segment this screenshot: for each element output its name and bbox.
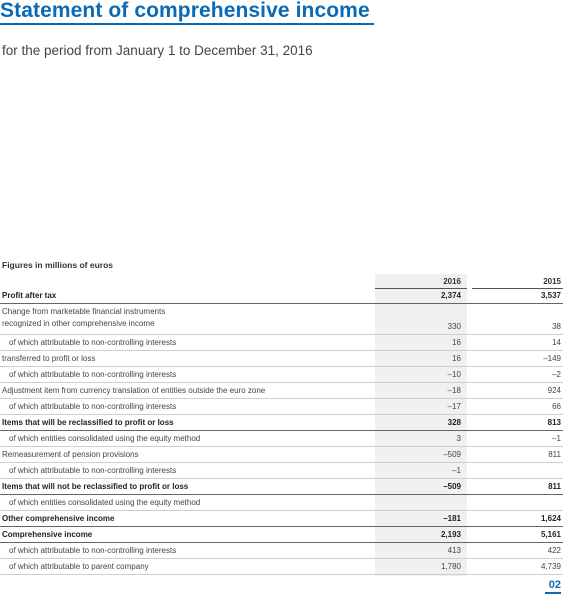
value-2015: 38: [552, 322, 561, 331]
table-row: of which attributable to non-controlling…: [0, 543, 563, 559]
page-title: Statement of comprehensive income: [0, 0, 370, 22]
table-row: Comprehensive income 2,193 5,161: [0, 527, 563, 543]
value-2015: 811: [548, 482, 561, 491]
value-2016: –1: [452, 466, 461, 475]
row-label: Remeasurement of pension provisions: [2, 450, 139, 459]
page-subtitle: for the period from January 1 to Decembe…: [2, 43, 313, 58]
row-label: Adjustment item from currency translatio…: [2, 386, 266, 395]
year-header-row: 2016 2015: [0, 274, 563, 289]
year-2015-header: 2015: [543, 277, 561, 286]
table-row: Adjustment item from currency translatio…: [0, 383, 563, 399]
table-row: Change from marketable financial instrum…: [0, 304, 563, 335]
table-row: Profit after tax 2,374 3,537: [0, 288, 563, 304]
table-row: Items that will be reclassified to profi…: [0, 415, 563, 431]
row-label: Change from marketable financial instrum…: [2, 307, 166, 328]
table-row: Items that will not be reclassified to p…: [0, 479, 563, 495]
row-label: transferred to profit or loss: [2, 354, 96, 363]
table-row: of which attributable to non-controlling…: [0, 463, 563, 479]
value-2016: –509: [443, 482, 461, 491]
table-row: of which entities consolidated using the…: [0, 431, 563, 447]
title-block: Statement of comprehensive income: [0, 0, 374, 25]
row-label: of which attributable to non-controlling…: [9, 338, 177, 347]
value-2016: 328: [447, 418, 461, 427]
value-2016: 16: [452, 354, 461, 363]
value-2015: 66: [552, 402, 561, 411]
year-rule-2015: [472, 288, 563, 289]
row-label: of which attributable to non-controlling…: [9, 546, 177, 555]
value-2016: –10: [447, 370, 461, 379]
income-table: 2016 2015 Profit after tax 2,374 3,537 Chan…: [0, 274, 563, 576]
year-2016-header: 2016: [443, 277, 461, 286]
row-label: of which attributable to non-controlling…: [9, 370, 177, 379]
value-2016: –181: [443, 514, 461, 523]
table-row: transferred to profit or loss 16 –149: [0, 351, 563, 367]
table-row: Other comprehensive income –181 1,624: [0, 511, 563, 527]
value-2015: –2: [552, 370, 561, 379]
value-2016: 330: [447, 322, 461, 331]
table-row: of which attributable to non-controlling…: [0, 399, 563, 415]
table-row: of which attributable to parent company 1…: [0, 559, 563, 575]
row-label: of which attributable to non-controlling…: [9, 402, 177, 411]
value-2016: 3: [456, 434, 461, 443]
row-label: of which entities consolidated using the…: [9, 434, 201, 443]
row-label: of which attributable to non-controlling…: [9, 466, 177, 475]
table-row: of which attributable to non-controlling…: [0, 367, 563, 383]
value-2016: 2,374: [440, 291, 461, 300]
value-2015: 813: [547, 418, 561, 427]
value-2016: 413: [447, 546, 461, 555]
value-2015: 4,739: [540, 562, 561, 571]
value-2015: 811: [548, 450, 561, 459]
table-body: Profit after tax 2,374 3,537 Change from ma…: [0, 288, 563, 575]
value-2015: –1: [552, 434, 561, 443]
value-2016: –18: [447, 386, 461, 395]
table-row: Remeasurement of pension provisions –509 8…: [0, 447, 563, 463]
row-label: Items that will not be reclassified to p…: [2, 482, 189, 491]
value-2015: 5,161: [540, 530, 561, 539]
value-2015: 924: [547, 386, 561, 395]
column-shade-2016: [375, 274, 467, 576]
page-number-underline: [545, 592, 561, 594]
figures-note: Figures in millions of euros: [2, 260, 113, 270]
value-2016: –17: [447, 402, 461, 411]
year-rule-2016: [375, 288, 467, 289]
row-label: Items that will be reclassified to profi…: [2, 418, 174, 427]
title-underline: [0, 23, 374, 25]
value-2016: –509: [443, 450, 461, 459]
value-2016: 16: [452, 338, 461, 347]
value-2015: 14: [552, 338, 561, 347]
value-2015: 3,537: [540, 291, 561, 300]
table-row: of which attributable to non-controlling…: [0, 335, 563, 351]
value-2015: 422: [547, 546, 561, 555]
row-label: Other comprehensive income: [2, 514, 115, 523]
row-label: of which entities consolidated using the…: [9, 498, 201, 507]
value-2016: 1,780: [440, 562, 461, 571]
value-2015: 1,624: [540, 514, 561, 523]
value-2015: –149: [543, 354, 561, 363]
table-row: of which entities consolidated using the…: [0, 495, 563, 511]
value-2016: 2,193: [440, 530, 461, 539]
row-label: Comprehensive income: [2, 530, 93, 539]
page-number: 02: [548, 579, 561, 591]
row-label: of which attributable to parent company: [9, 562, 149, 571]
row-label: Profit after tax: [2, 291, 57, 300]
